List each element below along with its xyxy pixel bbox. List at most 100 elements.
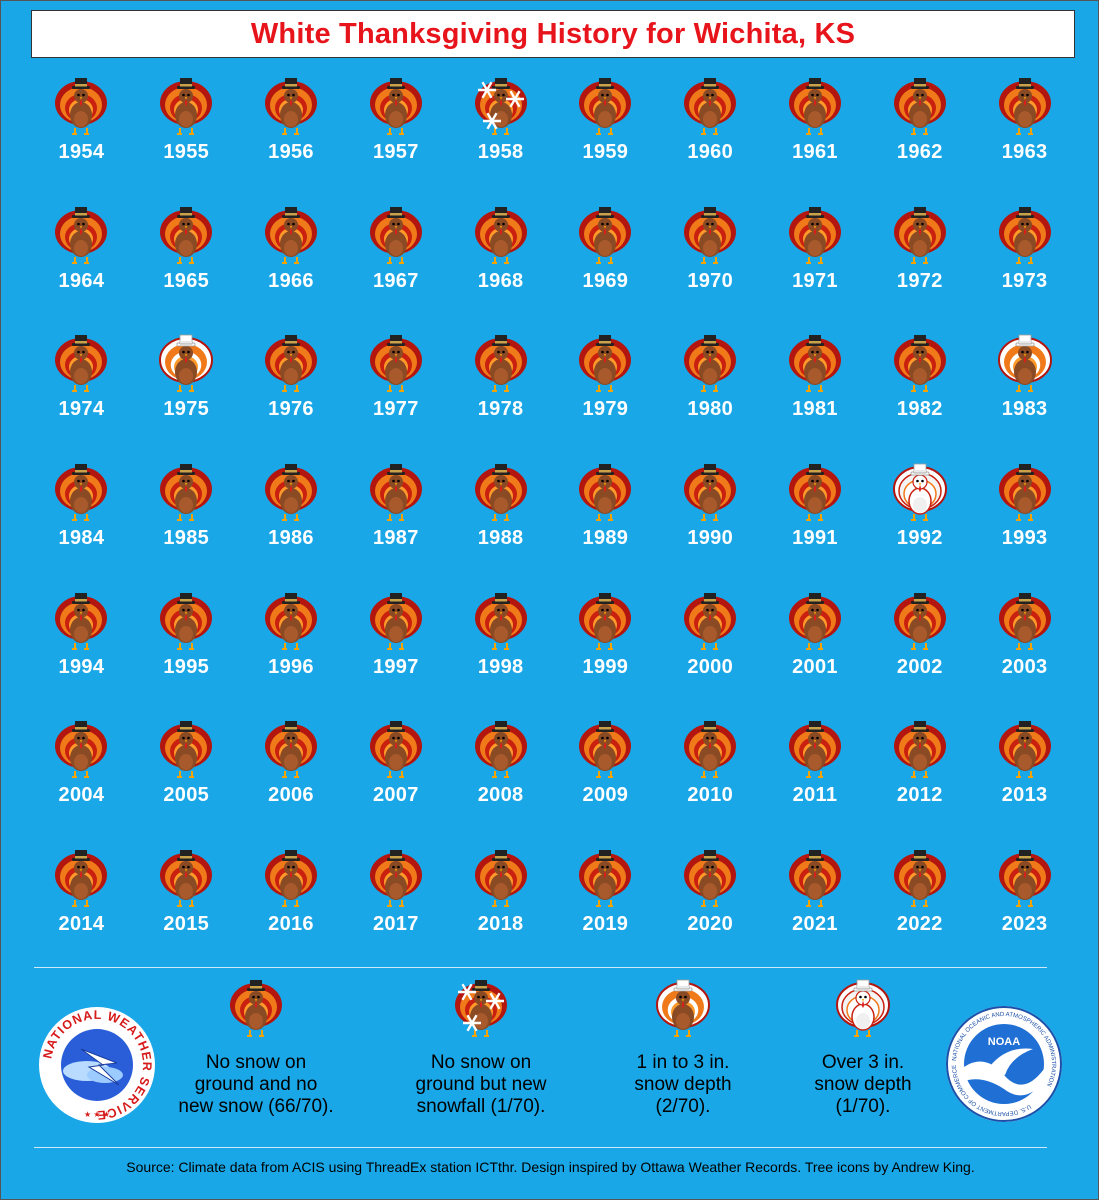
turkey-icon — [368, 716, 424, 780]
year-label: 1987 — [372, 527, 419, 550]
year-cell: 1997 — [343, 588, 448, 717]
year-cell: 2019 — [553, 845, 658, 974]
year-cell: 1969 — [553, 202, 658, 331]
turkey-icon — [158, 716, 214, 780]
year-label: 2013 — [1001, 784, 1048, 807]
year-label: 1984 — [58, 527, 105, 550]
turkey-icon — [682, 73, 738, 137]
year-label: 1976 — [268, 398, 314, 421]
year-label: 2021 — [792, 913, 838, 936]
year-label: 1972 — [896, 269, 943, 292]
turkey-icon — [53, 845, 109, 909]
legend-no-snow: No snow on ground and no new snow (66/70). — [151, 977, 361, 1118]
year-label: 1994 — [58, 655, 105, 678]
turkey-icon — [997, 459, 1053, 523]
turkey-icon — [473, 330, 529, 394]
turkey-icon — [53, 459, 109, 523]
year-label: 2004 — [58, 784, 105, 807]
year-cell: 2015 — [134, 845, 239, 974]
turkey-icon — [892, 716, 948, 780]
year-cell: 1999 — [553, 588, 658, 717]
year-label: 1973 — [1001, 269, 1048, 292]
year-label: 2009 — [582, 784, 629, 807]
turkey-icon — [682, 716, 738, 780]
turkey-icon — [263, 202, 319, 266]
year-cell: 2011 — [763, 716, 868, 845]
year-cell: 1990 — [658, 459, 763, 588]
year-label: 2022 — [896, 913, 943, 936]
year-cell: 1976 — [239, 330, 344, 459]
year-label: 1966 — [268, 269, 314, 292]
year-label: 1958 — [477, 141, 524, 163]
year-cell: 1972 — [867, 202, 972, 331]
turkey-icon — [577, 330, 633, 394]
year-label: 2016 — [268, 913, 314, 936]
year-cell: 2012 — [867, 716, 972, 845]
turkey-icon — [263, 73, 319, 137]
noaa-inner-text: NOAA — [988, 1036, 1020, 1048]
turkey-icon — [577, 588, 633, 652]
year-cell: 1981 — [763, 330, 868, 459]
year-cell: 1995 — [134, 588, 239, 717]
year-cell: 1994 — [29, 588, 134, 717]
year-cell: 2021 — [763, 845, 868, 974]
year-label: 2023 — [1001, 913, 1048, 936]
year-cell: 1955 — [134, 73, 239, 202]
year-cell: 1982 — [867, 330, 972, 459]
year-label: 1967 — [372, 269, 419, 292]
year-label: 2008 — [477, 784, 524, 807]
year-label: 1986 — [268, 527, 314, 550]
turkey-snowflakes-icon — [453, 977, 509, 1044]
year-cell: 1979 — [553, 330, 658, 459]
turkey-icon — [997, 716, 1053, 780]
year-cell: 2009 — [553, 716, 658, 845]
year-cell: 1965 — [134, 202, 239, 331]
year-cell: 1988 — [448, 459, 553, 588]
legend-depth-1-3: 1 in to 3 in. snow depth (2/70). — [593, 977, 773, 1118]
turkey-icon — [787, 330, 843, 394]
snow-turkey-icon — [997, 330, 1053, 394]
page-title: White Thanksgiving History for Wichita, … — [250, 17, 856, 50]
year-cell: 1984 — [29, 459, 134, 588]
turkey-icon — [53, 330, 109, 394]
year-label: 1962 — [896, 141, 943, 163]
year-cell: 1960 — [658, 73, 763, 202]
year-cell: 1971 — [763, 202, 868, 331]
turkey-icon — [577, 73, 633, 137]
turkey-icon — [368, 330, 424, 394]
year-cell: 1975 — [134, 330, 239, 459]
legend-depth-over-3: Over 3 in. snow depth (1/70). — [773, 977, 953, 1118]
turkey-icon — [158, 588, 214, 652]
year-cell: 1992 — [867, 459, 972, 588]
year-label: 1985 — [163, 527, 210, 550]
year-label: 1983 — [1001, 398, 1048, 421]
turkey-icon — [368, 459, 424, 523]
year-label: 1977 — [372, 398, 419, 421]
turkey-icon — [682, 202, 738, 266]
turkey-icon — [892, 845, 948, 909]
turkey-icon — [368, 202, 424, 266]
year-label: 1963 — [1001, 141, 1048, 163]
turkey-icon — [787, 588, 843, 652]
turkey-icon — [787, 716, 843, 780]
year-label: 2018 — [477, 913, 524, 936]
legend-new-snow-text: No snow on ground but new snowfall (1/70). — [415, 1052, 547, 1117]
noaa-logo: NOAA NATIONAL OCEANIC AND ATMOSPHERIC AD… — [946, 1006, 1062, 1122]
year-label: 2011 — [792, 784, 838, 807]
turkey-snowflakes-icon — [473, 73, 529, 137]
year-label: 1979 — [582, 398, 629, 421]
turkey-icon — [368, 73, 424, 137]
year-cell: 1986 — [239, 459, 344, 588]
year-label: 1989 — [582, 527, 629, 550]
year-label: 1974 — [58, 398, 105, 421]
year-cell: 2020 — [658, 845, 763, 974]
year-label: 2001 — [792, 655, 838, 678]
turkey-icon — [997, 845, 1053, 909]
turkey-icon — [473, 845, 529, 909]
year-label: 1998 — [477, 655, 524, 678]
year-cell: 1978 — [448, 330, 553, 459]
year-cell: 1989 — [553, 459, 658, 588]
turkey-icon — [263, 459, 319, 523]
year-label: 1975 — [163, 398, 210, 421]
year-cell: 1996 — [239, 588, 344, 717]
